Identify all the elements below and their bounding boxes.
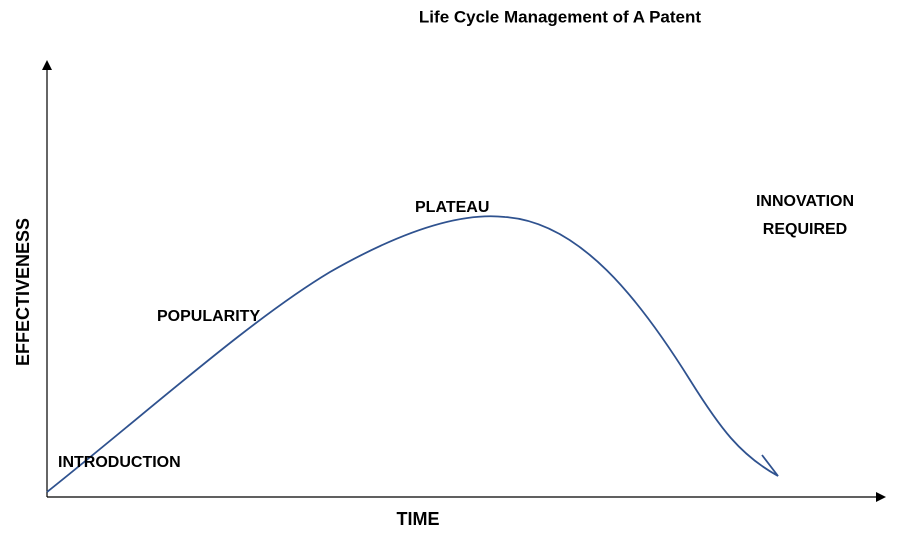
- stage-label: REQUIRED: [763, 221, 847, 238]
- stage-label: POPULARITY: [157, 308, 260, 325]
- stage-label: PLATEAU: [415, 199, 489, 216]
- stage-label: INTRODUCTION: [58, 454, 181, 471]
- title: Life Cycle Management of A Patent: [419, 7, 701, 26]
- life-cycle-curve: [46, 215, 779, 493]
- y-axis-label: EFFECTIVENESS: [13, 218, 33, 366]
- stage-label: INNOVATION: [756, 193, 854, 210]
- x-axis-label: TIME: [397, 509, 440, 529]
